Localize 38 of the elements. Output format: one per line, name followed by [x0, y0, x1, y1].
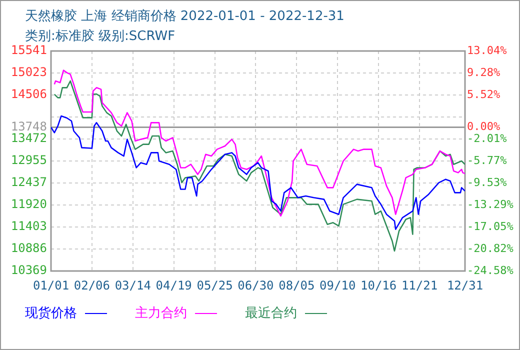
y2-tick-label: 13.04%	[467, 44, 508, 57]
chart-subtitle: 类别:标准胶 级别:SCRWF	[25, 28, 176, 45]
y2-tick-label: 9.28%	[467, 66, 500, 79]
y2-tick-label: -9.53%	[467, 176, 508, 189]
ref-line-label: 13748	[10, 119, 47, 134]
y-tick-label: 10369	[10, 263, 47, 278]
y2-tick-label: -20.82%	[467, 242, 514, 255]
y2-tick-label: 5.52%	[467, 88, 500, 101]
x-tick-label: 05/25	[196, 278, 233, 292]
y-tick-label: 11920	[10, 197, 47, 212]
y-tick-label: 15023	[10, 65, 47, 80]
legend-label: 主力合约	[135, 305, 187, 322]
chart-title: 天然橡胶 上海 经销商价格 2022-01-01 - 2022-12-31	[25, 8, 344, 25]
y2-tick-label: -24.58%	[467, 264, 514, 277]
x-tick-label: 02/06	[74, 278, 110, 292]
y-tick-label: 12437	[10, 175, 47, 190]
legend-label: 现货价格	[25, 305, 77, 322]
y2-tick-label: -17.05%	[467, 220, 514, 233]
x-tick-label: 08/05	[278, 278, 315, 292]
y2-tick-label: 0.00%	[467, 120, 500, 134]
x-tick-label: 10/16	[360, 278, 397, 292]
y-tick-label: 10886	[10, 241, 47, 256]
y-tick-label: 15541	[10, 43, 47, 58]
x-tick-label: 09/10	[320, 278, 356, 292]
y-tick-label: 14506	[10, 87, 47, 102]
y2-tick-label: -2.01%	[467, 132, 508, 145]
legend-label: 最近合约	[245, 305, 297, 322]
x-tick-label: 06/30	[238, 278, 274, 292]
y2-tick-label: -5.77%	[467, 154, 508, 167]
x-tick-label: 01/01	[32, 278, 70, 292]
y-tick-label: 12955	[10, 153, 47, 168]
x-tick-label: 11/21	[401, 278, 438, 292]
x-tick-label: 12/31	[446, 278, 484, 292]
x-tick-label: 03/14	[114, 278, 151, 292]
y2-tick-label: -13.29%	[467, 198, 514, 211]
x-tick-label: 04/19	[156, 278, 192, 292]
y-tick-label: 13472	[10, 131, 47, 146]
y-tick-label: 11403	[10, 219, 47, 234]
